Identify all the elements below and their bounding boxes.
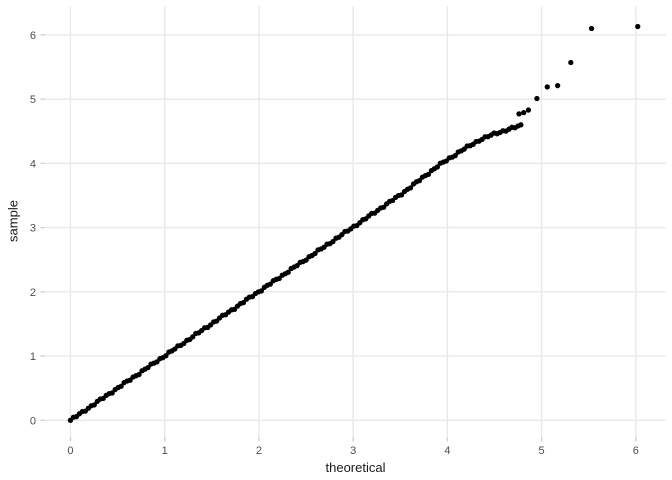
data-point bbox=[588, 25, 595, 32]
data-point bbox=[258, 288, 265, 294]
data-point bbox=[398, 192, 405, 198]
x-axis-title: theoretical bbox=[325, 460, 386, 475]
data-point bbox=[416, 177, 423, 184]
data-point bbox=[525, 107, 532, 113]
data-point bbox=[534, 95, 540, 102]
y-tick-label: 0 bbox=[30, 415, 36, 427]
data-point bbox=[568, 59, 574, 66]
data-point bbox=[163, 353, 169, 359]
data-point bbox=[145, 364, 151, 371]
y-tick-label: 6 bbox=[30, 30, 36, 42]
data-point bbox=[425, 171, 432, 178]
y-tick-label: 2 bbox=[30, 287, 36, 299]
data-point bbox=[109, 390, 115, 396]
data-point bbox=[136, 371, 142, 378]
x-tick-label: 1 bbox=[162, 445, 168, 457]
data-point bbox=[312, 250, 318, 257]
y-tick-label: 4 bbox=[30, 158, 36, 170]
data-point bbox=[521, 109, 527, 116]
data-point bbox=[434, 164, 441, 170]
data-point bbox=[452, 152, 458, 159]
x-tick-label: 0 bbox=[67, 445, 73, 457]
y-tick-label: 1 bbox=[30, 351, 36, 363]
data-point bbox=[267, 281, 273, 287]
data-point bbox=[518, 122, 524, 128]
x-tick-label: 6 bbox=[633, 445, 639, 457]
x-tick-label: 2 bbox=[256, 445, 262, 457]
data-point bbox=[635, 23, 641, 30]
data-point bbox=[407, 185, 414, 191]
x-tick-label: 4 bbox=[444, 445, 450, 457]
x-tick-label: 5 bbox=[539, 445, 545, 457]
data-point bbox=[554, 82, 561, 89]
y-tick-label: 3 bbox=[30, 223, 36, 235]
y-tick-label: 5 bbox=[30, 94, 36, 106]
x-tick-label: 3 bbox=[350, 445, 356, 457]
data-point bbox=[516, 111, 522, 117]
data-point bbox=[285, 269, 291, 275]
data-point bbox=[91, 402, 97, 408]
data-point bbox=[303, 257, 309, 263]
data-point bbox=[544, 84, 550, 90]
data-point bbox=[118, 383, 124, 389]
y-axis-title: sample bbox=[5, 200, 21, 242]
